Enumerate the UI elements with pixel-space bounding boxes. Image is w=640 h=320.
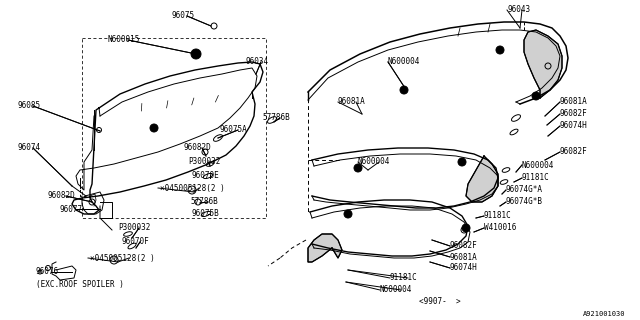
Text: 96074H: 96074H	[560, 122, 588, 131]
Text: 96075A: 96075A	[220, 125, 248, 134]
Text: P300032: P300032	[188, 157, 220, 166]
Polygon shape	[524, 30, 562, 98]
Text: 96074G*A: 96074G*A	[506, 186, 543, 195]
Text: 96082D: 96082D	[184, 143, 212, 153]
Text: 96082F: 96082F	[450, 242, 477, 251]
Text: W410016: W410016	[484, 223, 516, 233]
Text: 91181C: 91181C	[522, 173, 550, 182]
Circle shape	[532, 92, 540, 100]
Text: 96034: 96034	[246, 58, 269, 67]
Text: N600004: N600004	[388, 58, 420, 67]
Text: ×045005128(2 ): ×045005128(2 )	[160, 183, 225, 193]
Text: 96070E: 96070E	[192, 171, 220, 180]
Text: P300032: P300032	[118, 223, 150, 233]
Text: 96081A: 96081A	[450, 252, 477, 261]
Text: <9907-  >: <9907- >	[419, 298, 461, 307]
Text: S: S	[113, 258, 115, 262]
Text: 91181C: 91181C	[484, 212, 512, 220]
Circle shape	[458, 158, 466, 166]
Circle shape	[354, 164, 362, 172]
Text: 91181C: 91181C	[390, 274, 418, 283]
Text: 57786B: 57786B	[262, 114, 290, 123]
Text: A921001030: A921001030	[582, 311, 625, 317]
Text: 96074H: 96074H	[450, 263, 477, 273]
Text: 96043: 96043	[507, 5, 530, 14]
Text: 96085: 96085	[18, 101, 41, 110]
Text: 96075: 96075	[172, 12, 195, 20]
Text: N600015: N600015	[107, 36, 140, 44]
Text: N600004: N600004	[380, 285, 412, 294]
Polygon shape	[466, 156, 498, 202]
Text: 96082F: 96082F	[560, 148, 588, 156]
Polygon shape	[308, 234, 342, 262]
Circle shape	[400, 86, 408, 94]
Text: 96077: 96077	[60, 204, 83, 213]
Text: 96081A: 96081A	[338, 98, 365, 107]
Text: 96076: 96076	[36, 268, 59, 276]
Text: 96074: 96074	[18, 143, 41, 153]
Circle shape	[462, 224, 470, 232]
Text: 96075B: 96075B	[192, 210, 220, 219]
Circle shape	[344, 210, 352, 218]
Circle shape	[496, 46, 504, 54]
Text: S: S	[191, 188, 193, 193]
Text: 96081A: 96081A	[560, 98, 588, 107]
Text: 96082D: 96082D	[48, 191, 76, 201]
Circle shape	[150, 124, 158, 132]
Text: 57786B: 57786B	[190, 197, 218, 206]
Text: (EXC.ROOF SPOILER ): (EXC.ROOF SPOILER )	[36, 279, 124, 289]
Text: N600004: N600004	[522, 161, 554, 170]
Text: 96070F: 96070F	[122, 237, 150, 246]
Text: 96082F: 96082F	[560, 109, 588, 118]
Text: ×045005128(2 ): ×045005128(2 )	[90, 253, 155, 262]
Text: N600004: N600004	[358, 157, 390, 166]
Text: 96074G*B: 96074G*B	[506, 197, 543, 206]
Circle shape	[191, 49, 201, 59]
